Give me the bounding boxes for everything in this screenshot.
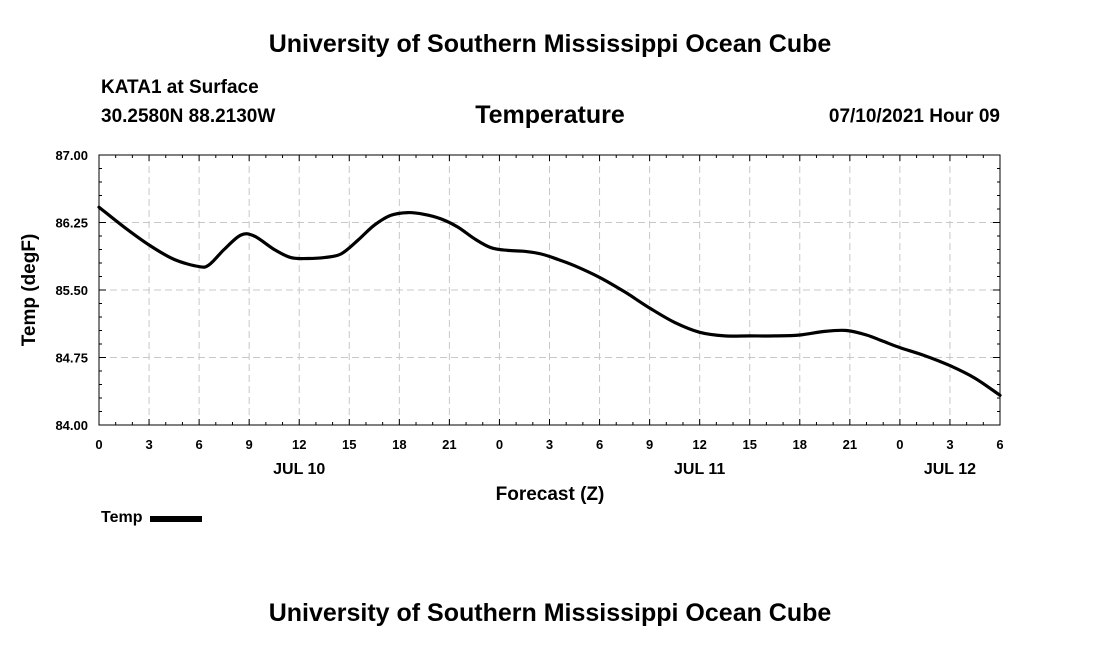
x-tick-label: 3 xyxy=(546,437,553,452)
grid xyxy=(99,155,1000,425)
y-tick-label: 84.00 xyxy=(55,418,88,433)
y-axis-title: Temp (degF) xyxy=(19,234,40,347)
x-tick-label: 6 xyxy=(596,437,603,452)
page-title: University of Southern Mississippi Ocean… xyxy=(268,30,832,58)
y-tick-label: 84.75 xyxy=(55,351,88,366)
date-label: JUL 10 xyxy=(273,461,325,478)
x-axis-title: Forecast (Z) xyxy=(496,484,605,505)
axes xyxy=(98,154,1001,426)
x-tick-label: 21 xyxy=(843,437,857,452)
x-tick-label: 12 xyxy=(692,437,706,452)
legend-line-swatch xyxy=(150,516,203,522)
date-label: JUL 12 xyxy=(924,461,976,478)
x-tick-label: 3 xyxy=(946,437,953,452)
x-tick-label: 6 xyxy=(996,437,1003,452)
series-line-temp xyxy=(97,205,1002,397)
legend-label: Temp xyxy=(101,509,143,526)
station-label: KATA1 at Surface xyxy=(101,77,259,98)
footer-title: University of Southern Mississippi Ocean… xyxy=(268,599,832,627)
axis-labels: 0 3 6 9 12 15 18 21 0 3 6 9 12 15 18 21 0 3 6 84.00 84.75 85.… xyxy=(55,148,1003,478)
plot-frame xyxy=(98,154,1001,426)
x-tick-label: 21 xyxy=(442,437,456,452)
x-tick-label: 9 xyxy=(246,437,253,452)
x-tick-label: 0 xyxy=(496,437,503,452)
x-tick-label: 18 xyxy=(392,437,406,452)
x-tick-label: 0 xyxy=(896,437,903,452)
x-tick-label: 15 xyxy=(742,437,756,452)
valid-time-label: 07/10/2021 Hour 09 xyxy=(828,106,1000,127)
x-tick-label: 3 xyxy=(145,437,152,452)
y-tick-label: 87.00 xyxy=(55,148,88,163)
x-tick-label: 9 xyxy=(646,437,653,452)
x-tick-label: 12 xyxy=(292,437,306,452)
date-label: JUL 11 xyxy=(674,461,725,478)
x-tick-label: 6 xyxy=(195,437,202,452)
x-tick-label: 18 xyxy=(793,437,807,452)
y-tick-label: 85.50 xyxy=(55,283,88,298)
x-tick-label: 15 xyxy=(342,437,356,452)
x-tick-label: 0 xyxy=(95,437,102,452)
chart-title: Temperature xyxy=(475,101,625,129)
legend: Temp xyxy=(101,509,203,527)
coordinates-label: 30.2580N 88.2130W xyxy=(101,106,276,127)
series xyxy=(97,205,1002,397)
y-tick-label: 86.25 xyxy=(55,216,88,231)
